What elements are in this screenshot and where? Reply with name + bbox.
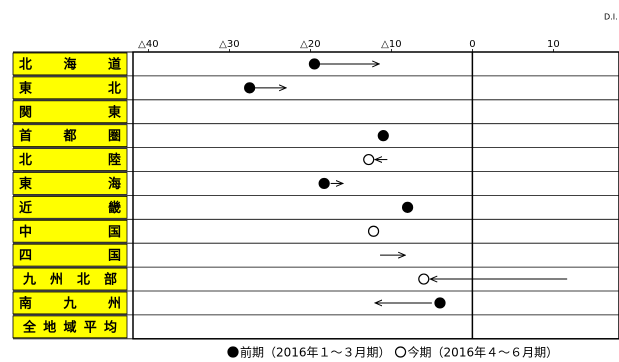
x-tick-label: 10 <box>547 39 560 50</box>
curr-dot <box>363 153 375 166</box>
label-box <box>12 315 128 339</box>
prev-dot <box>244 82 256 94</box>
category-label: 全地域平均 <box>22 319 117 335</box>
legend-label: 今期（2016年４～６月期） <box>408 345 559 360</box>
curr-dot <box>367 225 380 237</box>
x-tick-label: △10 <box>381 39 401 50</box>
prev-dot <box>308 58 321 70</box>
label-box <box>12 219 128 243</box>
label-box <box>12 76 128 100</box>
label-box <box>12 148 128 171</box>
legend-symbol <box>227 346 239 358</box>
label-box <box>12 100 128 124</box>
label-box <box>12 124 128 147</box>
prev-dot <box>377 130 389 142</box>
label-box <box>12 291 128 315</box>
prev-dot <box>401 201 414 213</box>
prev-dot <box>434 297 446 309</box>
prev-dot <box>318 177 330 190</box>
label-box <box>12 172 128 195</box>
legend-symbol <box>394 346 407 358</box>
x-tick-label: △40 <box>138 39 158 50</box>
x-tick-label: 0 <box>469 39 475 50</box>
axis-unit: D.I. <box>604 13 618 22</box>
label-box <box>12 267 128 291</box>
plot-frame <box>132 51 619 340</box>
x-tick-label: △30 <box>219 39 239 50</box>
label-box <box>12 195 128 219</box>
label-box <box>12 52 128 76</box>
legend-label: 前期（2016年１～３月期） <box>240 345 391 360</box>
curr-dot <box>418 273 430 285</box>
label-box <box>12 243 128 267</box>
x-tick-label: △20 <box>300 39 320 50</box>
